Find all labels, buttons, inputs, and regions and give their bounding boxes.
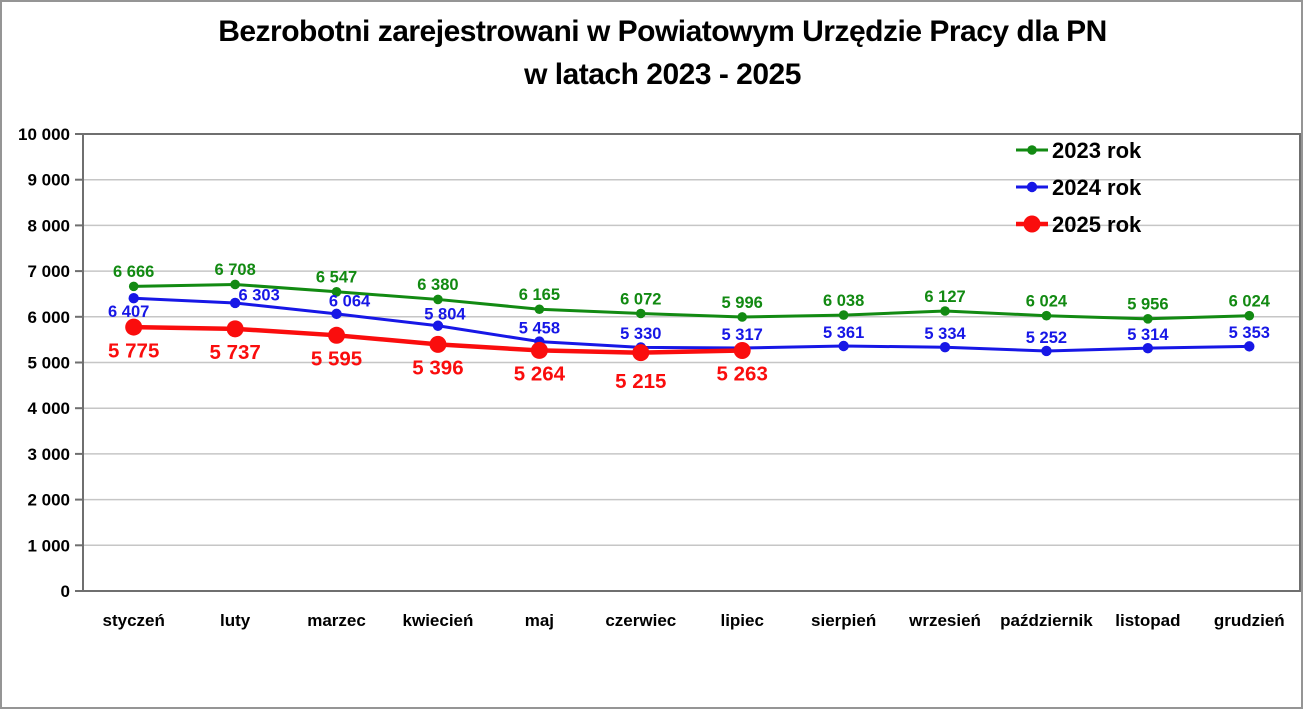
x-axis-label: kwiecień bbox=[403, 611, 474, 630]
legend-item: 2024 rok bbox=[1016, 175, 1142, 200]
chart-title: Bezrobotni zarejestrowani w Powiatowym U… bbox=[2, 10, 1301, 96]
x-axis-label: październik bbox=[1000, 611, 1093, 630]
data-point bbox=[128, 293, 139, 304]
y-axis-label: 6 000 bbox=[27, 308, 70, 327]
data-label: 6 038 bbox=[823, 292, 864, 310]
data-label: 6 380 bbox=[417, 276, 458, 294]
data-point bbox=[433, 294, 443, 305]
x-axis-label: lipiec bbox=[720, 611, 763, 630]
legend-dot-marker bbox=[1026, 181, 1038, 193]
data-point bbox=[635, 308, 646, 319]
data-point bbox=[1244, 310, 1255, 321]
x-axis-label: sierpień bbox=[811, 611, 876, 630]
data-point bbox=[939, 342, 951, 353]
data-label: 6 024 bbox=[1026, 292, 1068, 310]
y-axis-label: 2 000 bbox=[27, 491, 70, 510]
x-axis-label: listopad bbox=[1115, 611, 1180, 630]
data-point bbox=[128, 281, 139, 292]
data-label: 6 708 bbox=[214, 261, 255, 279]
legend-dot-marker bbox=[1027, 145, 1037, 155]
data-point bbox=[1142, 342, 1154, 354]
y-axis-label: 9 000 bbox=[27, 171, 70, 190]
data-label: 5 458 bbox=[519, 319, 560, 337]
data-point bbox=[432, 320, 444, 331]
data-label: 6 303 bbox=[238, 287, 279, 305]
data-point bbox=[1041, 345, 1052, 357]
data-point bbox=[737, 312, 748, 322]
data-point bbox=[331, 308, 342, 320]
data-point bbox=[838, 310, 849, 320]
data-label: 5 264 bbox=[514, 363, 566, 386]
legend-item: 2025 rok bbox=[1016, 212, 1142, 237]
data-label: 5 737 bbox=[209, 341, 260, 364]
data-point bbox=[229, 297, 241, 309]
data-label: 5 804 bbox=[424, 306, 466, 324]
x-axis-label: wrzesień bbox=[908, 611, 981, 630]
y-axis-label: 0 bbox=[61, 582, 70, 601]
data-label: 5 396 bbox=[412, 357, 463, 380]
data-label: 5 775 bbox=[108, 339, 159, 362]
data-label: 5 353 bbox=[1229, 324, 1270, 342]
data-point bbox=[429, 335, 447, 353]
data-point bbox=[331, 287, 342, 297]
y-axis-label: 5 000 bbox=[27, 353, 70, 372]
chart-title-line1: Bezrobotni zarejestrowani w Powiatowym U… bbox=[218, 15, 1107, 48]
data-label: 6 407 bbox=[108, 303, 149, 321]
chart-title-line2: w latach 2023 - 2025 bbox=[524, 58, 801, 91]
data-point bbox=[838, 340, 849, 352]
legend-item: 2023 rok bbox=[1016, 138, 1142, 163]
data-label: 5 956 bbox=[1127, 296, 1168, 314]
data-label: 6 165 bbox=[519, 286, 560, 304]
x-axis-label: maj bbox=[525, 611, 554, 630]
data-point bbox=[1143, 314, 1153, 324]
data-label: 6 127 bbox=[924, 288, 965, 306]
data-label: 6 666 bbox=[113, 263, 154, 281]
data-label: 5 215 bbox=[615, 370, 666, 393]
x-axis-label: luty bbox=[220, 611, 251, 630]
x-axis-label: styczeń bbox=[103, 611, 165, 630]
data-label: 5 595 bbox=[311, 347, 362, 370]
y-axis-label: 7 000 bbox=[27, 262, 70, 281]
y-axis-label: 3 000 bbox=[27, 445, 70, 464]
data-point bbox=[530, 341, 548, 359]
series-line-2024-rok bbox=[132, 296, 1251, 353]
y-axis-label: 1 000 bbox=[27, 536, 70, 555]
legend-label: 2024 rok bbox=[1052, 175, 1142, 200]
x-axis-label: grudzień bbox=[1214, 611, 1285, 630]
data-label: 6 547 bbox=[316, 269, 357, 287]
data-point bbox=[226, 320, 244, 338]
y-axis-label: 10 000 bbox=[18, 125, 70, 144]
data-point bbox=[632, 344, 650, 362]
data-point bbox=[534, 304, 545, 315]
data-label: 5 314 bbox=[1127, 326, 1169, 344]
data-label: 5 263 bbox=[717, 363, 768, 386]
data-label: 5 996 bbox=[722, 294, 763, 312]
data-label: 5 317 bbox=[722, 326, 763, 344]
legend-label: 2023 rok bbox=[1052, 138, 1142, 163]
data-point bbox=[328, 326, 346, 344]
data-label: 6 024 bbox=[1229, 292, 1271, 310]
data-label: 5 252 bbox=[1026, 329, 1067, 347]
legend-label: 2025 rok bbox=[1052, 212, 1142, 237]
series-line-2023-rok bbox=[132, 282, 1251, 321]
data-point bbox=[230, 279, 240, 290]
data-label: 5 361 bbox=[823, 324, 864, 342]
data-label: 5 330 bbox=[620, 325, 661, 343]
data-point bbox=[1244, 341, 1255, 352]
x-axis-label: czerwiec bbox=[605, 611, 676, 630]
y-axis-label: 8 000 bbox=[27, 216, 70, 235]
legend-dot-marker bbox=[1023, 215, 1041, 233]
data-label: 6 072 bbox=[620, 290, 661, 308]
data-point bbox=[733, 341, 751, 359]
data-label: 6 064 bbox=[329, 293, 371, 311]
plot-border bbox=[82, 133, 1301, 592]
x-axis-label: marzec bbox=[307, 611, 366, 630]
data-label: 5 334 bbox=[924, 325, 966, 343]
y-axis-label: 4 000 bbox=[27, 399, 70, 418]
data-point bbox=[125, 318, 143, 336]
data-point bbox=[940, 306, 950, 316]
data-point bbox=[1041, 310, 1052, 321]
